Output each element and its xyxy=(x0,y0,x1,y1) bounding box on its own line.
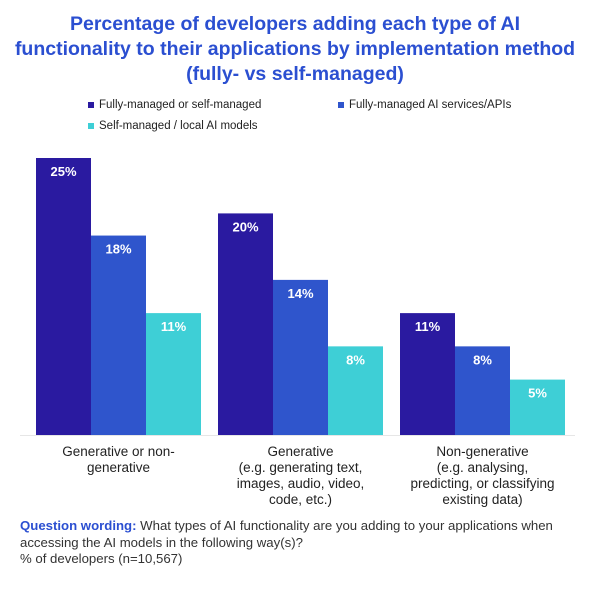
question-wording-text: What types of AI functionality are you a… xyxy=(20,518,553,550)
legend-label: Fully-managed or self-managed xyxy=(99,99,262,111)
chart-title: Percentage of developers adding each typ… xyxy=(14,13,576,85)
bar xyxy=(36,158,91,435)
bar xyxy=(400,313,455,435)
bar xyxy=(146,313,201,435)
bar xyxy=(328,346,383,435)
sample-note: % of developers (n=10,567) xyxy=(20,551,183,566)
category-label: Generative or non-generative xyxy=(62,444,175,475)
bar-value-label: 5% xyxy=(528,386,547,401)
question-wording: Question wording: What types of AI funct… xyxy=(20,518,575,568)
legend-item-self-managed-local: Self-managed / local AI models xyxy=(88,120,258,132)
bar-value-label: 14% xyxy=(287,286,313,301)
bar-value-label: 18% xyxy=(105,242,131,257)
bar xyxy=(510,379,565,435)
bar-value-label: 8% xyxy=(346,352,365,367)
legend-swatch xyxy=(338,102,344,108)
legend-label: Self-managed / local AI models xyxy=(99,120,258,132)
legend-swatch xyxy=(88,123,94,129)
bar-value-label: 20% xyxy=(232,219,258,234)
category-label: Non-generative (e.g. analysing, predicting… xyxy=(410,444,554,507)
bar xyxy=(273,279,328,435)
category-label: Generative (e.g. generating text, images, … xyxy=(237,444,365,507)
legend-item-fully-managed-apis: Fully-managed AI services/APIs xyxy=(338,99,511,111)
bar-value-label: 8% xyxy=(473,352,492,367)
question-wording-label: Question wording: xyxy=(20,518,137,533)
bar xyxy=(218,213,273,435)
bar-value-label: 11% xyxy=(415,319,441,334)
legend-label: Fully-managed AI services/APIs xyxy=(349,99,512,111)
legend-item-fully-or-self-managed: Fully-managed or self-managed xyxy=(88,99,261,111)
bar xyxy=(455,346,510,435)
legend-swatch xyxy=(88,102,94,108)
bar xyxy=(91,235,146,435)
bar-value-label: 25% xyxy=(50,164,76,179)
bar-value-label: 11% xyxy=(161,319,187,334)
